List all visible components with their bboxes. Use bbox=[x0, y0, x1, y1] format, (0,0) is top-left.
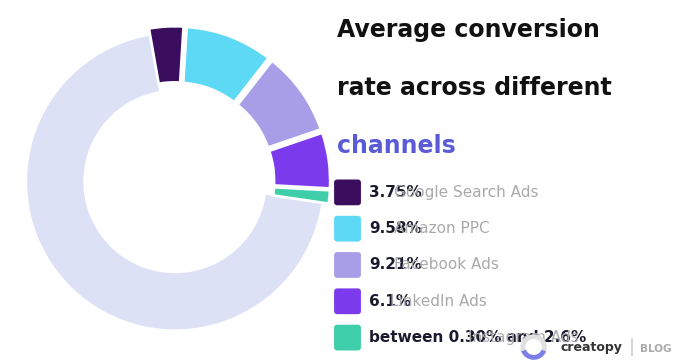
Wedge shape bbox=[269, 133, 330, 188]
Text: rate across different: rate across different bbox=[337, 76, 612, 100]
Text: 9.58%: 9.58% bbox=[370, 221, 422, 236]
Text: LinkedIn Ads: LinkedIn Ads bbox=[390, 294, 486, 309]
Text: Google Search Ads: Google Search Ads bbox=[394, 185, 538, 200]
Wedge shape bbox=[183, 27, 269, 102]
FancyBboxPatch shape bbox=[334, 325, 361, 351]
Text: 3.75%: 3.75% bbox=[370, 185, 422, 200]
Wedge shape bbox=[273, 187, 330, 204]
Text: BLOG: BLOG bbox=[640, 344, 671, 354]
Text: Average conversion: Average conversion bbox=[337, 18, 600, 42]
Wedge shape bbox=[237, 61, 321, 148]
Text: channels: channels bbox=[337, 134, 456, 158]
Text: Facebook Ads: Facebook Ads bbox=[394, 257, 499, 273]
FancyBboxPatch shape bbox=[334, 180, 361, 205]
Text: Instagram Ads: Instagram Ads bbox=[468, 330, 578, 345]
Text: between 0.30% and 2.6%: between 0.30% and 2.6% bbox=[370, 330, 587, 345]
Text: Amazon PPC: Amazon PPC bbox=[394, 221, 489, 236]
Wedge shape bbox=[522, 350, 546, 360]
FancyBboxPatch shape bbox=[334, 216, 361, 242]
Wedge shape bbox=[27, 36, 321, 329]
FancyBboxPatch shape bbox=[334, 288, 361, 314]
Circle shape bbox=[526, 339, 542, 355]
Text: creatopy: creatopy bbox=[560, 341, 622, 354]
Text: 9.21%: 9.21% bbox=[370, 257, 422, 273]
FancyBboxPatch shape bbox=[334, 252, 361, 278]
Wedge shape bbox=[149, 26, 183, 84]
Text: 6.1%: 6.1% bbox=[370, 294, 412, 309]
Circle shape bbox=[521, 334, 547, 360]
